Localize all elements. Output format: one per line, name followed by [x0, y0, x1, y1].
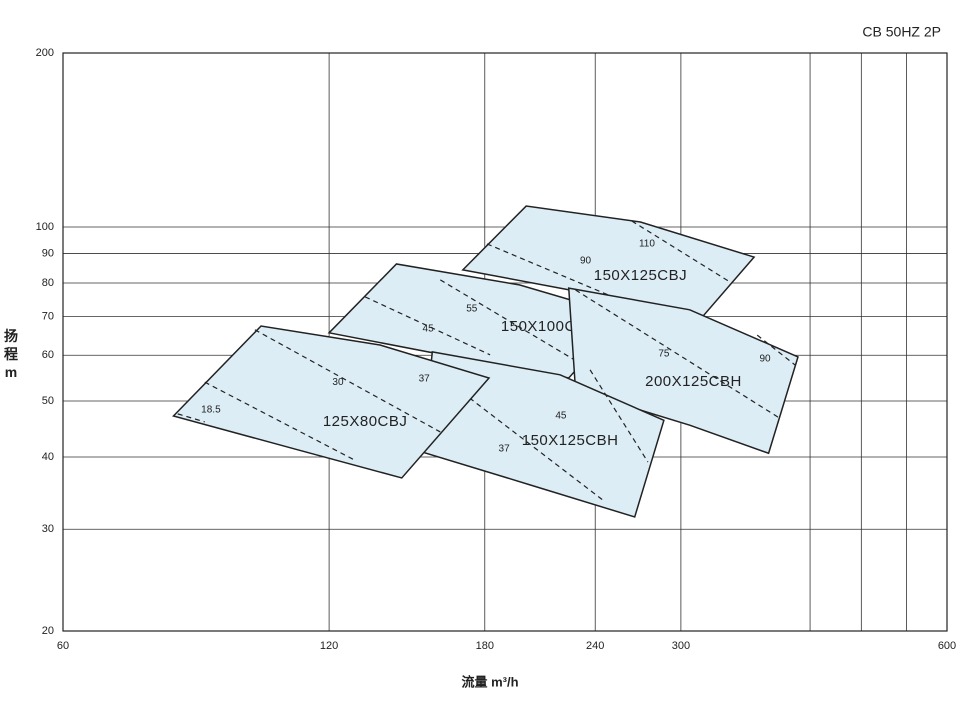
x-axis-label: 流量 m³/h: [461, 674, 518, 689]
power-label: 45: [555, 411, 567, 422]
power-curve: [364, 296, 491, 356]
power-label: 18.5: [201, 404, 221, 415]
power-label: 37: [419, 374, 431, 385]
y-tick-label: 100: [36, 221, 54, 233]
y-tick-label: 70: [42, 310, 54, 322]
y-tick-label: 30: [42, 523, 54, 535]
power-curve: [486, 243, 621, 301]
power-label: 90: [580, 256, 592, 267]
model-label: 200X125CBH: [645, 373, 742, 390]
x-tick-label: 240: [586, 640, 604, 652]
y-tick-label: 60: [42, 349, 54, 361]
power-curve: [204, 381, 356, 461]
power-label: 55: [466, 304, 478, 315]
power-curve: [756, 334, 796, 366]
power-label: 37: [499, 444, 511, 455]
y-tick-label: 80: [42, 277, 54, 289]
performance-region: [172, 325, 491, 479]
power-label: 30: [332, 377, 344, 388]
x-tick-label: 600: [938, 640, 956, 652]
model-label: 150X125CBH: [522, 432, 619, 449]
y-tick-label: 200: [36, 47, 54, 59]
y-tick-label: 90: [42, 247, 54, 259]
power-curve: [177, 413, 205, 423]
y-axis-label: 扬程 m: [4, 328, 18, 380]
x-tick-label: 120: [320, 640, 338, 652]
power-label: 90: [759, 354, 771, 365]
power-curve: [631, 220, 731, 283]
power-curve: [469, 397, 604, 501]
x-tick-label: 180: [476, 640, 494, 652]
model-label: 125X80CBJ: [323, 413, 408, 430]
y-tick-label: 50: [42, 395, 54, 407]
power-curve: [589, 369, 649, 463]
y-tick-label: 40: [42, 451, 54, 463]
power-curve: [575, 289, 780, 419]
power-label: 75: [658, 349, 670, 360]
power-label: 45: [423, 324, 435, 335]
x-tick-label: 60: [57, 640, 69, 652]
x-tick-label: 300: [672, 640, 690, 652]
power-label: 110: [639, 239, 655, 250]
model-label: 150X125CBJ: [594, 267, 687, 284]
plot-frame: [62, 52, 948, 632]
chart-title: CB 50HZ 2P: [862, 24, 941, 40]
y-tick-label: 20: [42, 625, 54, 637]
